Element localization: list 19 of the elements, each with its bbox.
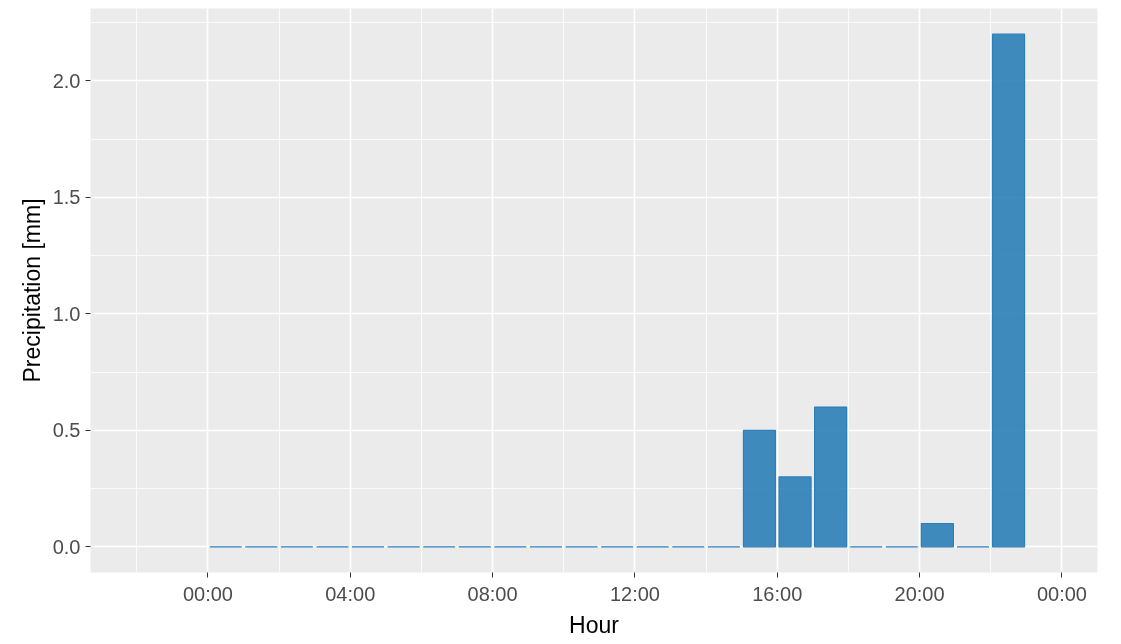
x-tick-label: 08:00 <box>467 582 518 605</box>
bar <box>920 522 954 548</box>
y-tick-label: 1.0 <box>52 302 81 325</box>
y-tick-label: 0.5 <box>52 419 81 442</box>
bar <box>778 476 812 548</box>
bar <box>814 406 848 548</box>
x-tick-label: 20:00 <box>894 582 945 605</box>
y-tick-label: 1.5 <box>52 186 81 209</box>
y-tick-label: 0.0 <box>52 535 81 558</box>
bar <box>991 33 1026 548</box>
bar <box>742 429 777 548</box>
x-tick-label: 00:00 <box>1036 582 1087 605</box>
x-tick-label: 16:00 <box>752 582 803 605</box>
x-tick-label: 00:00 <box>182 582 233 605</box>
x-tick-label: 04:00 <box>325 582 376 605</box>
y-tick-label: 2.0 <box>52 69 81 92</box>
x-tick-label: 12:00 <box>609 582 660 605</box>
x-axis-title: Hour <box>569 611 620 638</box>
y-axis-title: Precipitation [mm] <box>18 198 45 383</box>
